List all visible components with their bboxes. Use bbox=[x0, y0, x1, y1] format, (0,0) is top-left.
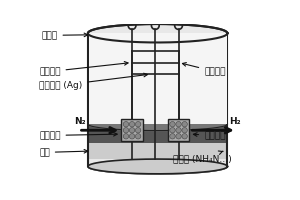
Text: 辅助电极: 辅助电极 bbox=[39, 62, 128, 76]
Circle shape bbox=[135, 128, 141, 133]
Polygon shape bbox=[88, 124, 227, 166]
Text: N₂: N₂ bbox=[74, 117, 86, 126]
Polygon shape bbox=[88, 118, 227, 131]
Polygon shape bbox=[88, 159, 227, 174]
Circle shape bbox=[170, 122, 175, 127]
Bar bbox=[121, 119, 143, 141]
Text: 铂片电极: 铂片电极 bbox=[39, 131, 117, 140]
Circle shape bbox=[176, 122, 181, 127]
Circle shape bbox=[129, 122, 135, 127]
Circle shape bbox=[129, 134, 135, 139]
Circle shape bbox=[182, 128, 187, 133]
Circle shape bbox=[129, 128, 135, 133]
Polygon shape bbox=[88, 159, 227, 174]
Bar bbox=[168, 119, 189, 141]
Circle shape bbox=[135, 134, 141, 139]
Circle shape bbox=[176, 128, 181, 133]
Polygon shape bbox=[88, 159, 227, 166]
Circle shape bbox=[123, 122, 129, 127]
Circle shape bbox=[123, 134, 129, 139]
Text: 电解质 (NH₄N…): 电解质 (NH₄N…) bbox=[173, 151, 232, 163]
Circle shape bbox=[170, 128, 175, 133]
Polygon shape bbox=[88, 24, 227, 42]
Circle shape bbox=[135, 122, 141, 127]
Circle shape bbox=[182, 122, 187, 127]
Circle shape bbox=[182, 134, 187, 139]
Text: 铂片电极: 铂片电极 bbox=[194, 131, 226, 140]
Text: 工作电极: 工作电极 bbox=[182, 63, 226, 76]
Polygon shape bbox=[89, 33, 226, 124]
Circle shape bbox=[176, 134, 181, 139]
Text: 液氨: 液氨 bbox=[39, 148, 88, 157]
Text: 电解池: 电解池 bbox=[41, 31, 88, 40]
Circle shape bbox=[170, 134, 175, 139]
Text: 参比电极 (Ag): 参比电极 (Ag) bbox=[39, 73, 147, 90]
Circle shape bbox=[123, 128, 129, 133]
Text: H₂: H₂ bbox=[229, 117, 241, 126]
Polygon shape bbox=[88, 143, 227, 166]
